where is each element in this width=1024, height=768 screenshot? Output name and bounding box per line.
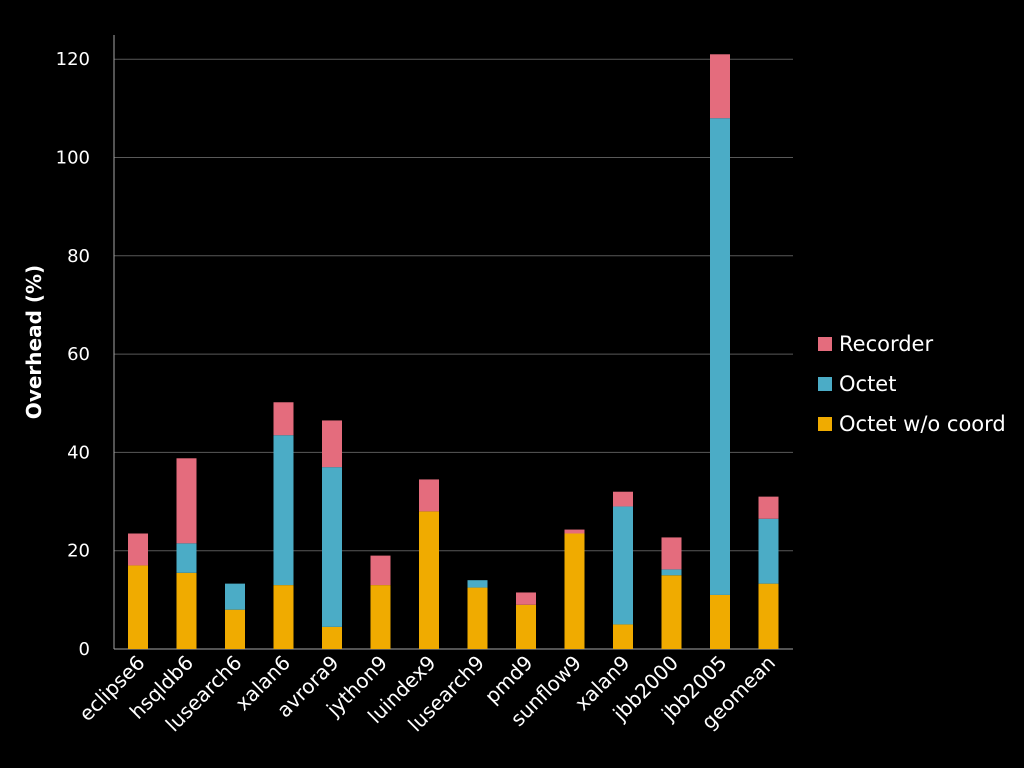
y-tick-label: 40 xyxy=(67,442,90,463)
legend-swatch-octet xyxy=(818,377,832,391)
y-tick-label: 60 xyxy=(67,344,90,365)
bar-xalan6-octet xyxy=(273,435,294,586)
y-tick-label: 20 xyxy=(67,541,90,562)
bar-luindex9-recorder xyxy=(419,479,439,512)
y-tick-label: 100 xyxy=(56,148,90,169)
legend-label: Recorder xyxy=(839,332,933,356)
bar-geomean-recorder xyxy=(758,496,779,519)
bars xyxy=(128,54,779,649)
bar-lusearch9-octet xyxy=(467,580,488,588)
bar-jbb2005-octet xyxy=(710,118,730,595)
legend: Recorder Octet Octet w/o coord xyxy=(818,332,1006,436)
bar-jbb2000-recorder xyxy=(661,537,682,570)
bar-geomean-octet-w-o-coord xyxy=(758,583,779,649)
bar-lusearch9-octet-w-o-coord xyxy=(467,587,488,649)
legend-label: Octet w/o coord xyxy=(839,412,1006,436)
bar-xalan6-octet-w-o-coord xyxy=(273,585,294,649)
bar-jbb2005-octet-w-o-coord xyxy=(710,594,730,649)
bar-jython9-octet-w-o-coord xyxy=(370,585,391,649)
gridlines xyxy=(114,58,793,650)
bar-xalan6-recorder xyxy=(273,402,294,436)
bar-sunflow9-octet-w-o-coord xyxy=(564,533,585,649)
bar-lusearch6-octet xyxy=(225,583,245,610)
bar-eclipse6-octet-w-o-coord xyxy=(128,565,148,649)
bar-luindex9-octet-w-o-coord xyxy=(419,511,439,649)
bar-avrora9-octet-w-o-coord xyxy=(322,626,342,649)
bar-xalan9-recorder xyxy=(613,491,633,507)
bar-jbb2000-octet xyxy=(661,569,682,576)
bar-sunflow9-recorder xyxy=(564,529,585,534)
bar-hsqldb6-octet xyxy=(176,543,197,573)
y-tick-label: 120 xyxy=(56,49,90,70)
legend-swatch-octet-w-o-coord xyxy=(818,417,832,431)
bar-avrora9-recorder xyxy=(322,420,342,468)
legend-label: Octet xyxy=(839,372,896,396)
bar-jbb2005-recorder xyxy=(710,54,730,119)
bar-jbb2000-octet-w-o-coord xyxy=(661,575,682,649)
y-axis-title: Overhead (%) xyxy=(22,265,46,419)
bar-xalan9-octet-w-o-coord xyxy=(613,624,633,649)
bar-pmd9-recorder xyxy=(516,592,536,605)
bar-hsqldb6-recorder xyxy=(176,458,197,544)
bar-avrora9-octet xyxy=(322,467,342,627)
bar-lusearch6-octet-w-o-coord xyxy=(225,609,245,649)
bar-xalan9-octet xyxy=(613,506,633,625)
bar-hsqldb6-octet-w-o-coord xyxy=(176,572,197,649)
x-tick-labels: eclipse6hsqldb6lusearch6xalan6avrora9jyt… xyxy=(74,651,780,737)
y-tick-label: 0 xyxy=(79,639,90,660)
bar-geomean-octet xyxy=(758,518,779,584)
bar-pmd9-octet-w-o-coord xyxy=(516,604,536,649)
bar-eclipse6-recorder xyxy=(128,533,148,566)
y-tick-labels: 0 20 40 60 80 100 120 xyxy=(56,49,90,660)
bar-jython9-recorder xyxy=(370,555,391,586)
legend-swatch-recorder xyxy=(818,337,832,351)
y-tick-label: 80 xyxy=(67,246,90,267)
